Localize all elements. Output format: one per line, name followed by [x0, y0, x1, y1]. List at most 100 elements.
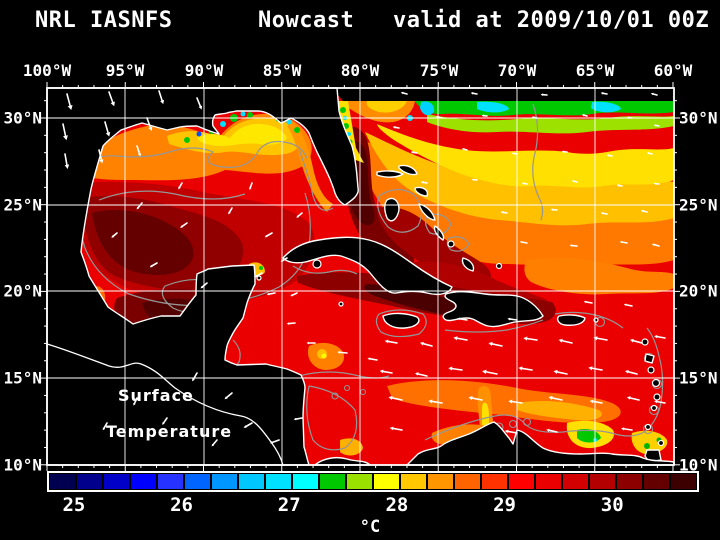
colorbar-cell	[428, 474, 453, 489]
grenada	[644, 423, 652, 431]
wind-arrow-head	[243, 425, 247, 428]
wind-arrow	[201, 282, 208, 288]
colorbar-cell	[482, 474, 507, 489]
bathymetry-contour	[532, 103, 544, 221]
wind-arrow	[491, 343, 503, 347]
wind-arrow-head	[414, 372, 419, 376]
wind-arrow	[297, 212, 303, 218]
inagua	[461, 257, 475, 272]
wind-arrow	[178, 182, 183, 189]
wind-arrow	[602, 92, 608, 95]
wind-arrow-head	[160, 99, 165, 105]
title-valid: valid at 2009/10/01 00Z	[393, 8, 710, 33]
wind-arrow	[551, 397, 563, 401]
lat-tick-label-right: 25°N	[679, 195, 718, 215]
guadeloupe	[644, 353, 655, 364]
wind-arrow-head	[606, 154, 610, 157]
bathymetry-contour	[298, 149, 334, 211]
jamaica	[382, 312, 420, 329]
wind-arrow	[451, 367, 463, 371]
sst-spot	[321, 353, 327, 359]
trinidad-gold	[631, 430, 668, 454]
wind-arrow	[291, 292, 298, 296]
wind-arrow	[146, 117, 152, 129]
colorbar-unit: °C	[359, 517, 381, 537]
sst-spot	[286, 119, 292, 125]
wind-arrow	[583, 114, 588, 117]
wind-arrow-head	[384, 339, 389, 344]
colorbar-cell	[131, 474, 156, 489]
wind-arrow	[621, 241, 628, 244]
colorbar-cell	[590, 474, 615, 489]
wind-arrow-head	[453, 336, 458, 341]
panama-gold	[340, 438, 363, 456]
wind-arrow	[623, 428, 633, 431]
cozumel	[256, 275, 262, 281]
colorbar-cell	[50, 474, 75, 489]
wind-arrow	[392, 427, 403, 431]
lat-tick-label-right: 20°N	[679, 281, 718, 301]
hispaniola	[442, 291, 544, 328]
wind-arrow	[271, 439, 280, 444]
colorbar-tick: 27	[277, 494, 301, 516]
colorbar-tick: 28	[385, 494, 409, 516]
wind-arrow-head	[379, 369, 384, 374]
wind-arrow-head	[616, 184, 620, 187]
wind-arrow	[521, 367, 533, 371]
sst-map-canvas	[41, 82, 680, 471]
wind-arrow-head	[137, 153, 142, 157]
wind-arrow	[104, 121, 109, 134]
lon-tick-label: 80°W	[340, 61, 380, 80]
crooked-island	[447, 240, 455, 248]
wind-arrow-head	[481, 114, 485, 118]
wind-arrow-head	[392, 126, 396, 129]
wind-arrow-head	[621, 427, 625, 431]
carib-gold	[517, 400, 602, 421]
wind-arrow	[412, 151, 418, 154]
wind-arrow	[402, 92, 408, 95]
wind-arrow	[137, 202, 143, 209]
wind-arrow-head	[558, 338, 563, 343]
colorbar-cell	[347, 474, 372, 489]
wind-arrow	[162, 417, 168, 424]
isla-juventud	[312, 259, 322, 269]
bathymetry-contour	[98, 190, 246, 201]
wind-arrow-head	[470, 92, 474, 95]
wind-arrow-head	[626, 396, 631, 400]
wind-arrow-head	[99, 159, 104, 164]
lat-tick-label-left: 30°N	[3, 108, 42, 128]
colorbar-cell	[293, 474, 318, 489]
wind-arrow-head	[435, 115, 439, 119]
wind-arrow	[627, 371, 638, 375]
wind-arrow-head	[546, 428, 550, 432]
wind-arrow-head	[550, 208, 554, 211]
wind-arrow	[513, 152, 518, 155]
wind-arrow-head	[306, 341, 309, 345]
wind-arrow	[485, 371, 498, 375]
colorbar-cell	[455, 474, 480, 489]
wind-arrow	[266, 232, 273, 237]
colorbar-cell	[617, 474, 642, 489]
sst-spot	[294, 127, 300, 133]
sst-spot	[259, 266, 263, 270]
wind-arrow	[391, 397, 403, 401]
wind-arrow-head	[471, 178, 475, 182]
colorbar-cell	[320, 474, 345, 489]
wind-arrow-head	[133, 402, 136, 406]
wind-arrow	[456, 337, 468, 341]
wind-arrow-head	[540, 93, 544, 96]
wind-arrow-head	[457, 317, 461, 321]
wind-arrow	[618, 184, 623, 187]
wind-arrow-head	[581, 113, 585, 117]
wind-arrow	[112, 232, 118, 238]
wind-arrow	[653, 243, 660, 247]
wind-arrow	[245, 422, 253, 428]
wind-arrow-head	[531, 116, 535, 119]
wind-arrow	[108, 91, 114, 104]
wind-arrow	[151, 262, 158, 267]
colorbar-cell	[212, 474, 237, 489]
wind-arrow-head	[296, 215, 300, 218]
wind-arrow-head	[198, 105, 203, 110]
sst-spot	[644, 443, 650, 449]
colorbar-cell	[239, 474, 264, 489]
